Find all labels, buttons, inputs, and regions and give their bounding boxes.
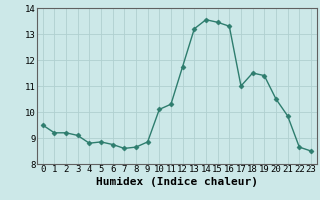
X-axis label: Humidex (Indice chaleur): Humidex (Indice chaleur)	[96, 177, 258, 187]
